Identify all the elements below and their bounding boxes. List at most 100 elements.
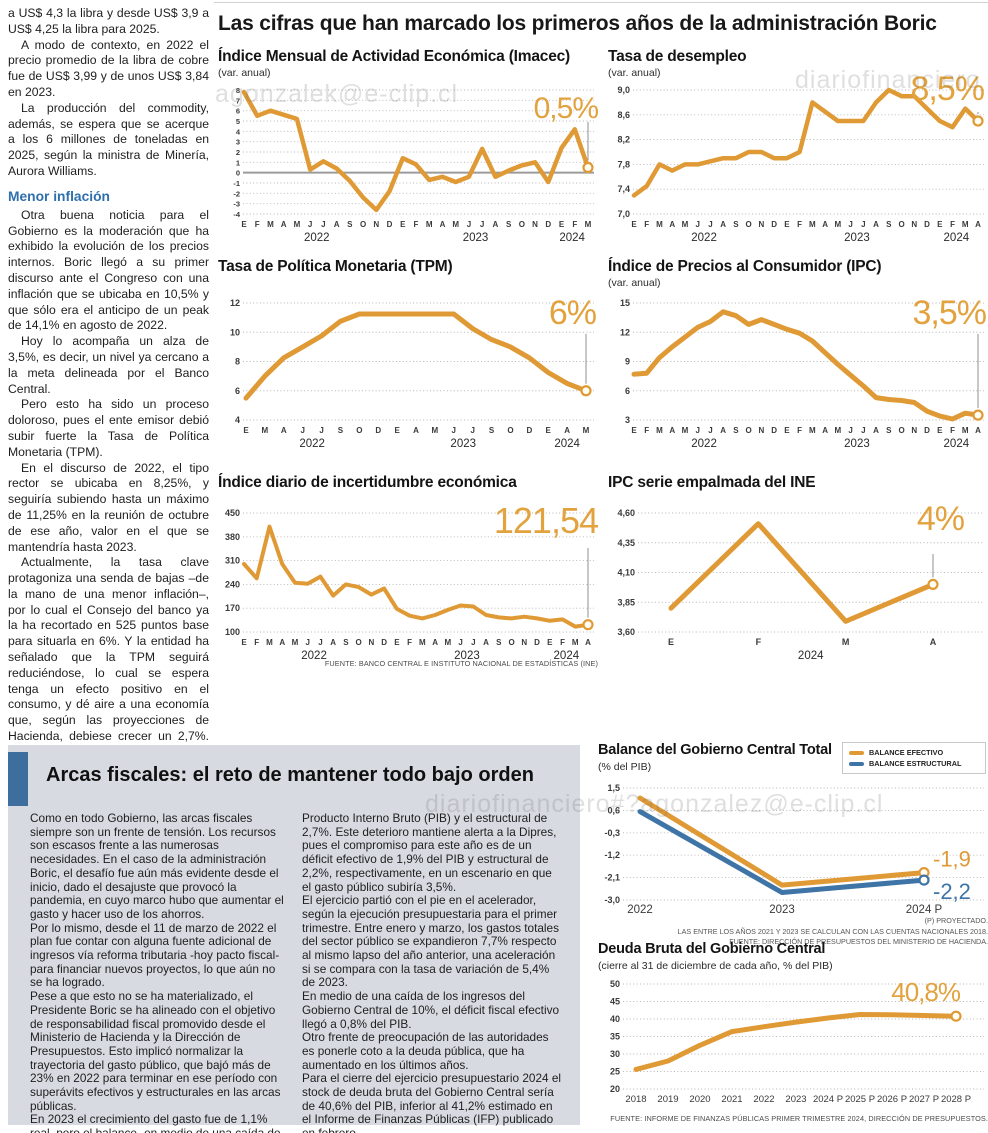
- tpm-value-label: 6%: [548, 294, 597, 332]
- chart-title-desempleo: Tasa de desempleo: [608, 48, 747, 65]
- svg-text:M: M: [572, 638, 579, 647]
- chart-subtitle-deuda: (cierre al 31 de diciembre de cada año, …: [598, 960, 833, 972]
- svg-text:E: E: [394, 638, 400, 647]
- svg-text:4,60: 4,60: [617, 508, 635, 518]
- desempleo-value-label: 8,5%: [910, 70, 985, 108]
- imacec-panel: Índice Mensual de Actividad Económica (I…: [218, 48, 599, 254]
- balance-note: LAS ENTRE LOS AÑOS 2021 Y 2023 SE CALCUL…: [677, 926, 988, 936]
- svg-text:N: N: [373, 220, 379, 229]
- svg-text:M: M: [266, 638, 273, 647]
- ipc-panel: Índice de Precios al Consumidor (IPC) (v…: [608, 258, 988, 460]
- svg-text:F: F: [797, 426, 802, 435]
- article-paragraph: Otra buena noticia para el Gobierno es l…: [8, 207, 209, 333]
- svg-text:2022: 2022: [301, 650, 327, 662]
- svg-text:2022: 2022: [299, 438, 325, 450]
- left-article-column: a US$ 4,3 la libra y desde US$ 3,9 a US$…: [8, 6, 209, 761]
- svg-text:M: M: [292, 638, 299, 647]
- balance-panel: Balance del Gobierno Central Total (% de…: [598, 742, 988, 946]
- svg-text:100: 100: [225, 627, 240, 637]
- svg-text:1,5: 1,5: [607, 783, 620, 793]
- article-paragraph: Hoy lo acompaña un alza de 3,5%, es deci…: [8, 334, 209, 396]
- empalmada-line-chart: 4,60 4,35 4,10 3,85 3,60 E F M A 2024: [617, 508, 984, 662]
- svg-text:J: J: [695, 220, 699, 229]
- article-subhead: Menor inflación: [8, 188, 110, 204]
- svg-text:2022: 2022: [691, 438, 717, 450]
- arcas-column-2: Producto Interno Bruto (PIB) y el estruc…: [302, 811, 564, 1133]
- deuda-line-chart: 50 45 40 35 30 25 20 2018 2019 2020 2021 2022 2023 20…: [610, 979, 984, 1105]
- svg-text:D: D: [545, 220, 551, 229]
- svg-text:3: 3: [236, 138, 240, 147]
- svg-text:25: 25: [610, 1067, 620, 1077]
- svg-text:2022: 2022: [753, 1094, 774, 1105]
- legend-label-efectivo: BALANCE EFECTIVO: [869, 748, 944, 757]
- svg-text:M: M: [267, 220, 274, 229]
- svg-text:F: F: [644, 426, 649, 435]
- svg-text:A: A: [564, 426, 570, 435]
- svg-text:M: M: [432, 426, 439, 435]
- svg-text:J: J: [848, 426, 852, 435]
- svg-text:A: A: [483, 638, 489, 647]
- chart-subtitle-balance: (% del PIB): [598, 761, 652, 773]
- svg-text:2024: 2024: [944, 438, 970, 450]
- svg-text:2020: 2020: [689, 1094, 710, 1105]
- svg-text:2024: 2024: [944, 232, 970, 244]
- ipc-value-label: 3,5%: [912, 294, 987, 332]
- svg-text:2023: 2023: [785, 1094, 806, 1105]
- svg-text:7,4: 7,4: [617, 184, 630, 194]
- top-charts-source: FUENTE: BANCO CENTRAL E INSTITUTO NACION…: [324, 659, 598, 668]
- arcas-paragraph: En medio de una caída de los ingresos de…: [302, 989, 560, 1031]
- svg-text:8,6: 8,6: [617, 110, 630, 120]
- svg-text:0: 0: [236, 169, 240, 178]
- svg-text:F: F: [407, 638, 412, 647]
- svg-text:-1: -1: [233, 179, 240, 188]
- svg-text:M: M: [583, 426, 590, 435]
- svg-text:A: A: [440, 220, 446, 229]
- svg-text:M: M: [682, 426, 689, 435]
- svg-text:M: M: [294, 220, 301, 229]
- svg-text:2018: 2018: [625, 1094, 646, 1105]
- balance-note: (P) PROYECTADO.: [924, 916, 988, 925]
- svg-text:2028 P: 2028 P: [941, 1094, 971, 1105]
- svg-text:O: O: [519, 220, 525, 229]
- svg-text:30: 30: [610, 1049, 620, 1059]
- svg-text:2024: 2024: [554, 438, 580, 450]
- efectivo-swatch: [849, 750, 864, 755]
- svg-text:F: F: [950, 426, 955, 435]
- svg-text:2023: 2023: [844, 438, 870, 450]
- svg-text:J: J: [458, 638, 462, 647]
- legend-item-efectivo: BALANCE EFECTIVO: [849, 747, 979, 758]
- svg-text:4: 4: [236, 127, 241, 136]
- svg-text:J: J: [470, 426, 474, 435]
- svg-text:J: J: [300, 426, 304, 435]
- svg-text:M: M: [445, 638, 452, 647]
- arcas-paragraph: Pese a que esto no se ha materializado, …: [30, 989, 281, 1113]
- svg-text:M: M: [656, 220, 663, 229]
- balance-legend: BALANCE EFECTIVO BALANCE ESTRUCTURAL: [842, 742, 986, 774]
- arcas-paragraph: El ejercicio partió con el pie en el ace…: [302, 893, 560, 990]
- empalmada-value-label: 4%: [916, 500, 965, 538]
- arcas-section-background: [8, 745, 580, 1125]
- svg-text:2024 P: 2024 P: [813, 1094, 843, 1105]
- svg-text:A: A: [669, 426, 675, 435]
- svg-text:450: 450: [225, 508, 240, 518]
- svg-text:S: S: [506, 220, 512, 229]
- svg-text:6: 6: [625, 386, 630, 396]
- svg-text:F: F: [254, 638, 259, 647]
- page-title: Las cifras que han marcado los primeros …: [218, 12, 937, 35]
- svg-text:N: N: [911, 426, 917, 435]
- imacec-value-label: 0,5%: [533, 92, 599, 125]
- estructural-swatch: [849, 761, 864, 766]
- svg-text:J: J: [319, 426, 323, 435]
- svg-text:J: J: [452, 426, 456, 435]
- svg-text:J: J: [471, 638, 475, 647]
- svg-text:A: A: [873, 220, 879, 229]
- svg-text:O: O: [356, 638, 362, 647]
- chart-title-deuda: Deuda Bruta del Gobierno Central: [598, 941, 826, 957]
- svg-text:E: E: [784, 426, 790, 435]
- svg-text:A: A: [822, 220, 828, 229]
- svg-text:6: 6: [236, 107, 240, 116]
- svg-text:J: J: [695, 426, 699, 435]
- svg-text:A: A: [492, 220, 498, 229]
